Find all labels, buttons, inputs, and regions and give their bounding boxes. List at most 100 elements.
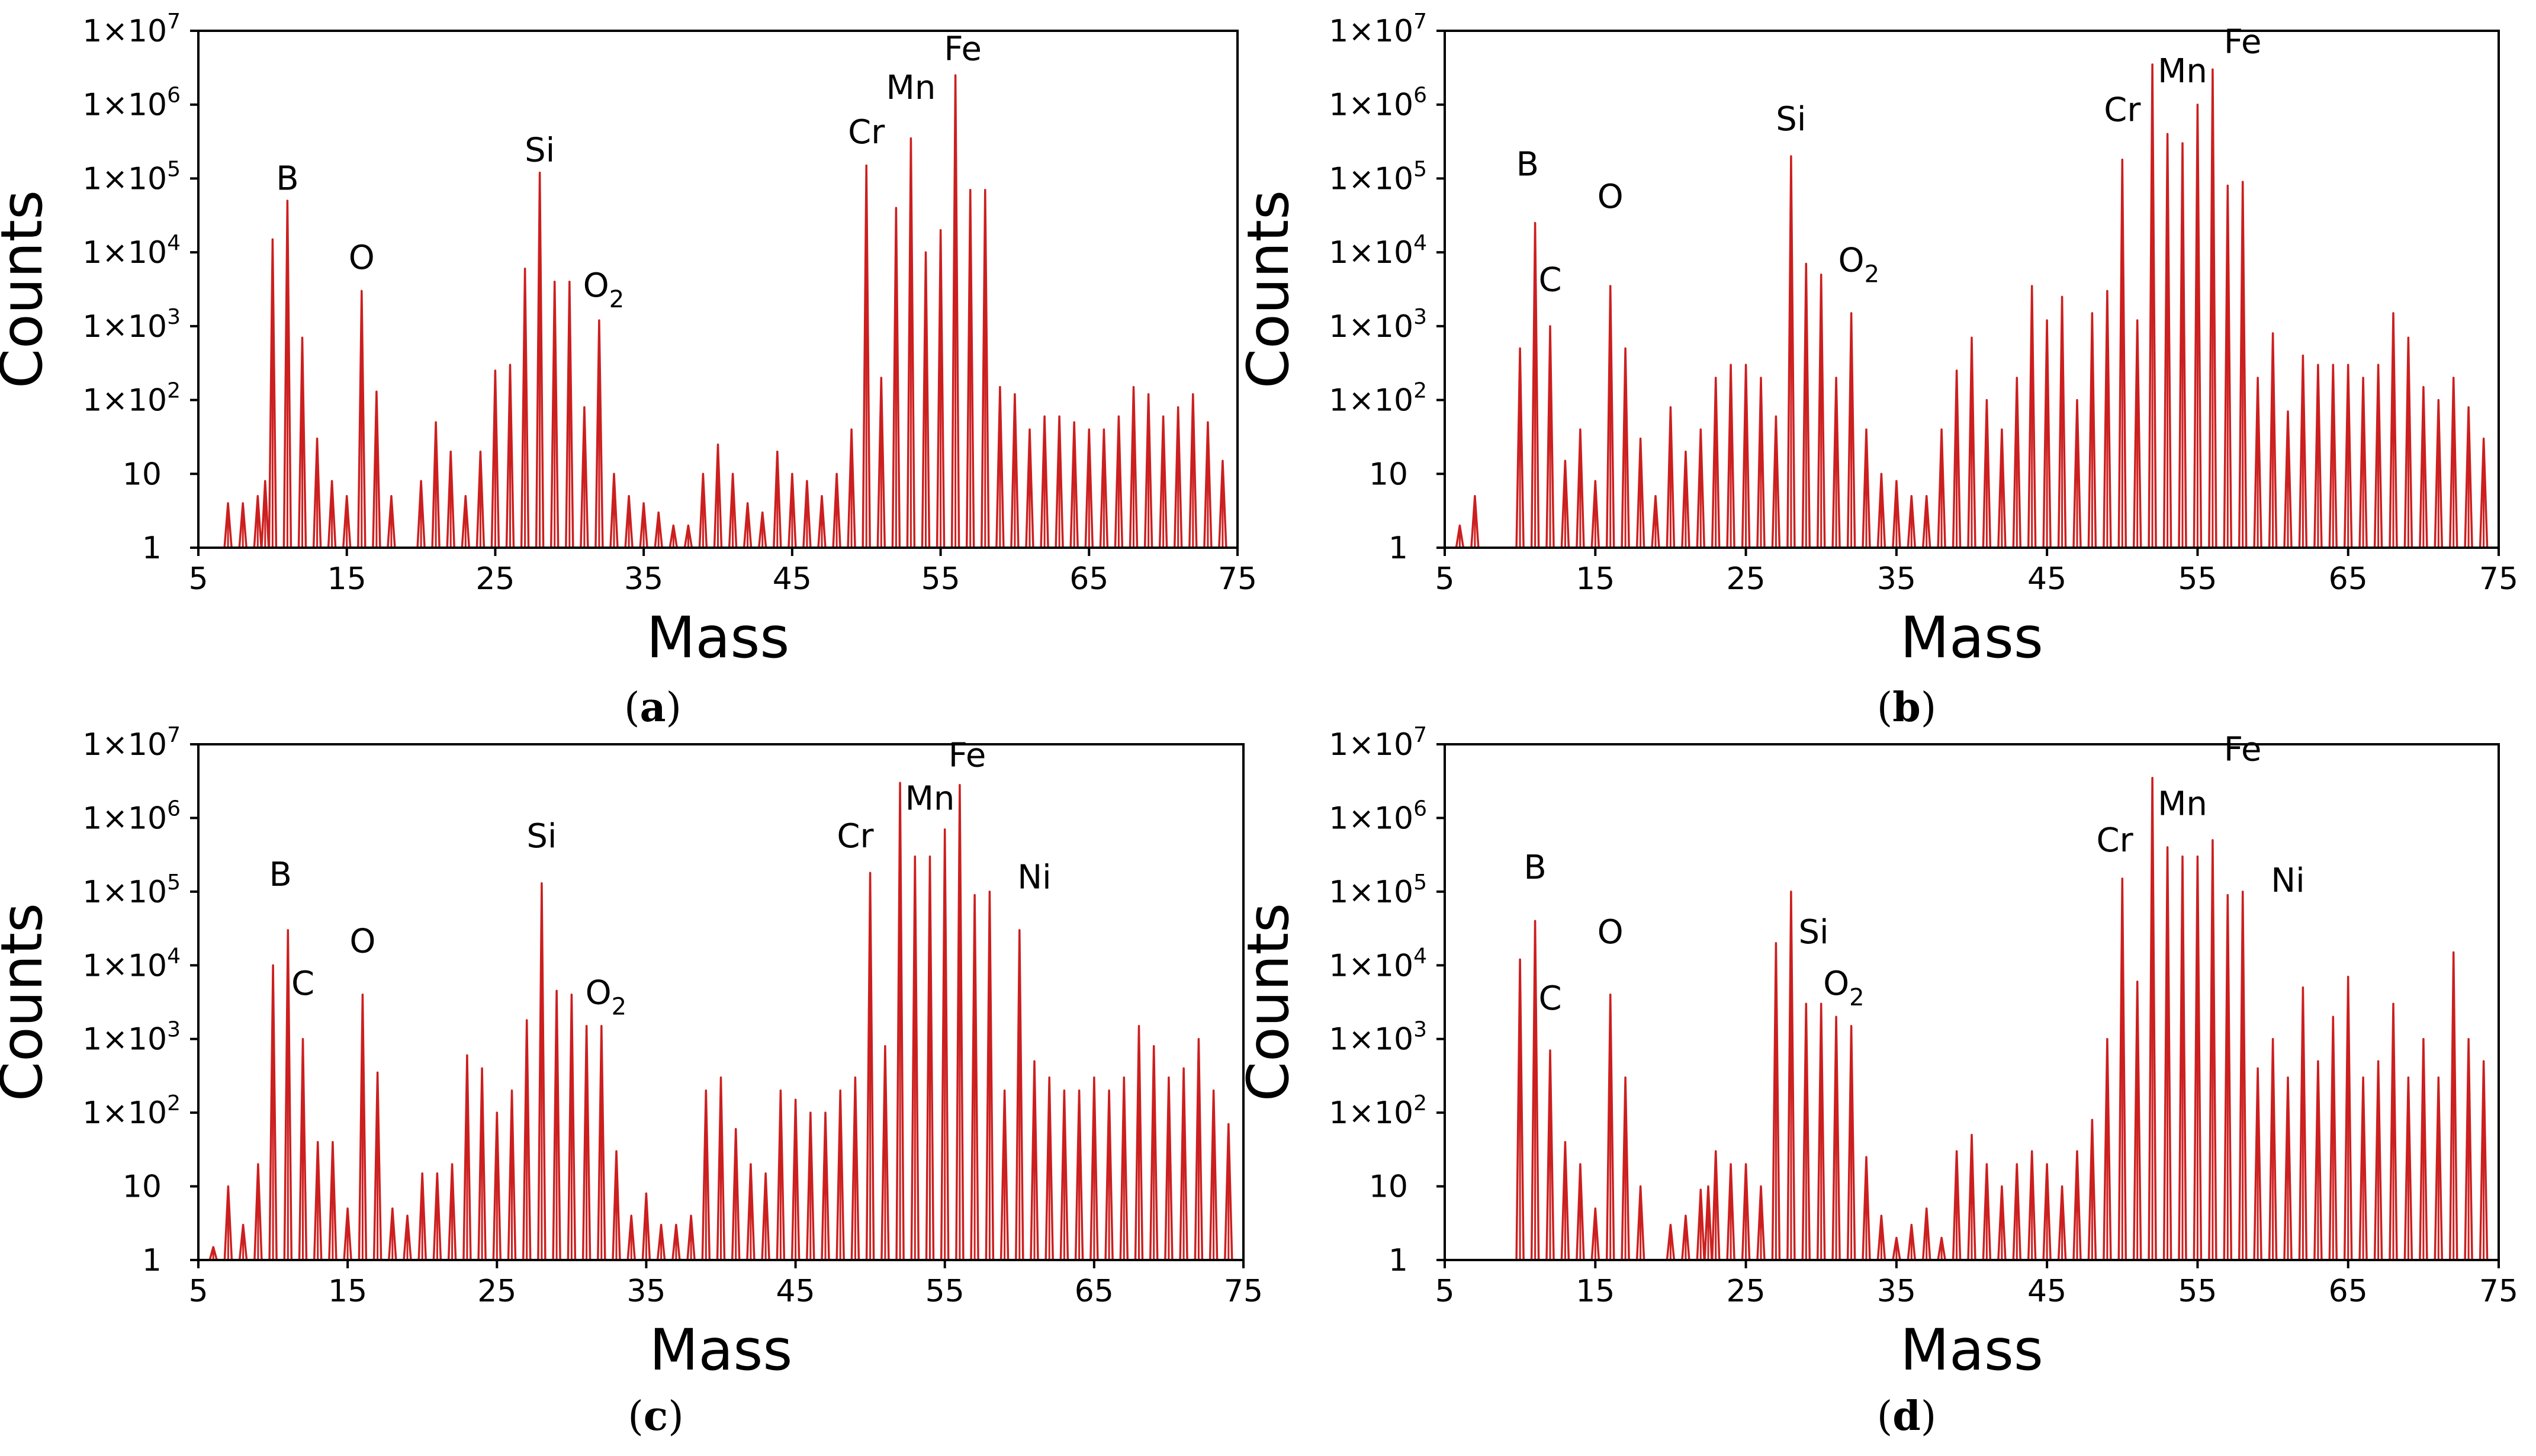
peak-label: B bbox=[1523, 848, 1546, 887]
x-tick-label: 75 bbox=[1224, 1274, 1263, 1309]
y-tick-label: 1×106 bbox=[82, 83, 181, 123]
panel-b: 5 15 25 35 45 55 65 75 1 10 1×102 1×103 1×104 1×105 1×… bbox=[1235, 9, 2518, 731]
x-tick-label: 45 bbox=[773, 561, 812, 597]
x-tick-label: 75 bbox=[2479, 561, 2518, 597]
y-tick-label: 1×107 bbox=[1329, 9, 1427, 49]
x-tick-label: 5 bbox=[188, 1274, 208, 1309]
y-tick-label: 1×102 bbox=[82, 1091, 181, 1131]
peak-label: O bbox=[349, 922, 375, 960]
x-tick-label: 35 bbox=[624, 561, 663, 597]
x-tick-label: 5 bbox=[188, 561, 208, 597]
peak-label: Ni bbox=[1017, 859, 1051, 897]
peak-label: C bbox=[1538, 261, 1561, 299]
peak-label: B bbox=[276, 160, 298, 198]
y-tick-label: 1×103 bbox=[1329, 305, 1427, 345]
peak-label: B bbox=[269, 856, 291, 894]
peak-label: O bbox=[1598, 913, 1624, 952]
peak-label: O2 bbox=[583, 266, 625, 313]
y-tick-label: 1×106 bbox=[1329, 83, 1427, 123]
y-tick-label: 1×102 bbox=[1329, 379, 1427, 419]
y-tick-label: 1×104 bbox=[82, 944, 181, 983]
y-tick-label: 1×104 bbox=[1329, 231, 1427, 271]
panel-d: 5 15 25 35 45 55 65 75 1 10 1×102 1×103 1×104 1×105 1×… bbox=[1235, 723, 2518, 1440]
panel-caption: (d) bbox=[1877, 1393, 1937, 1440]
y-tick-label: 1×105 bbox=[82, 157, 181, 197]
y-tick-label: 1×103 bbox=[82, 1018, 181, 1058]
x-tick-label: 55 bbox=[2178, 1274, 2217, 1309]
y-tick-label: 1×103 bbox=[1329, 1018, 1427, 1058]
panel-caption: (c) bbox=[628, 1393, 683, 1440]
x-tick-label: 25 bbox=[477, 1274, 516, 1309]
peak-label: Mn bbox=[2158, 785, 2207, 823]
x-tick-label: 35 bbox=[1877, 1274, 1916, 1309]
peak-label: O2 bbox=[1823, 965, 1865, 1011]
x-tick-label: 25 bbox=[1726, 561, 1765, 597]
x-tick-label: 15 bbox=[1576, 1274, 1615, 1309]
y-axis-title: Counts bbox=[0, 903, 55, 1101]
peak-label: O2 bbox=[586, 973, 627, 1020]
y-tick-label: 1×103 bbox=[82, 305, 181, 345]
peak-label: Fe bbox=[949, 736, 986, 774]
plot-frame bbox=[197, 30, 1239, 549]
peak-label: Mn bbox=[905, 779, 955, 818]
x-tick-label: 25 bbox=[1726, 1274, 1765, 1309]
panel-c: 5 15 25 35 45 55 65 75 1 10 1×102 1×103 1×104 1×105 1×… bbox=[0, 723, 1263, 1440]
y-tick-label: 10 bbox=[1369, 1169, 1408, 1205]
y-tick-label: 1 bbox=[142, 1243, 162, 1278]
peak-label: Si bbox=[1798, 913, 1828, 952]
peak-label: Si bbox=[1776, 100, 1806, 139]
x-tick-label: 5 bbox=[1435, 561, 1454, 597]
y-tick-label: 1 bbox=[1388, 1243, 1408, 1278]
x-tick-label: 15 bbox=[327, 561, 367, 597]
peak-label: Fe bbox=[2224, 23, 2262, 62]
peak-label: Ni bbox=[2271, 862, 2304, 900]
x-tick-label: 55 bbox=[925, 1274, 965, 1309]
y-tick-label: 1 bbox=[142, 531, 162, 566]
y-tick-label: 1×105 bbox=[82, 870, 181, 910]
y-tick-label: 1×102 bbox=[1329, 1091, 1427, 1131]
y-tick-label: 1×105 bbox=[1329, 870, 1427, 910]
y-tick-label: 1×106 bbox=[82, 796, 181, 836]
x-tick-label: 35 bbox=[1877, 561, 1916, 597]
y-tick-label: 1 bbox=[1388, 531, 1408, 566]
panel-caption: (a) bbox=[624, 684, 682, 731]
y-tick-label: 1×106 bbox=[1329, 796, 1427, 836]
panel-caption: (b) bbox=[1877, 684, 1937, 731]
peak-label: B bbox=[1516, 145, 1539, 184]
y-tick-label: 10 bbox=[123, 1169, 162, 1205]
peak-label: Fe bbox=[944, 30, 982, 69]
plot-frame bbox=[1444, 30, 2500, 549]
y-tick-label: 10 bbox=[1369, 457, 1408, 492]
y-tick-label: 1×107 bbox=[82, 9, 181, 49]
peak-label: C bbox=[291, 965, 314, 1003]
peak-label: Cr bbox=[2104, 91, 2141, 129]
y-tick-label: 1×105 bbox=[1329, 157, 1427, 197]
x-tick-label: 75 bbox=[2479, 1274, 2518, 1309]
x-axis-title: Mass bbox=[1900, 605, 2043, 671]
x-tick-label: 65 bbox=[1075, 1274, 1114, 1309]
peak-label: Mn bbox=[886, 69, 936, 107]
y-tick-label: 1×102 bbox=[82, 379, 181, 419]
x-tick-label: 15 bbox=[328, 1274, 367, 1309]
peak-label: Cr bbox=[2097, 821, 2134, 860]
peak-label: Mn bbox=[2158, 52, 2207, 91]
x-tick-label: 45 bbox=[2027, 561, 2066, 597]
x-axis-title: Mass bbox=[1900, 1317, 2043, 1383]
peak-label: Si bbox=[526, 817, 557, 856]
x-tick-label: 65 bbox=[2329, 561, 2368, 597]
peak-label: Cr bbox=[848, 113, 885, 152]
plot-frame bbox=[1444, 743, 2500, 1261]
y-tick-label: 1×104 bbox=[82, 231, 181, 271]
y-tick-label: 1×107 bbox=[82, 723, 181, 763]
peak-label: Fe bbox=[2224, 731, 2262, 769]
y-axis-title: Counts bbox=[1235, 190, 1301, 388]
peak-label: C bbox=[1538, 979, 1561, 1018]
peak-label: Cr bbox=[837, 817, 874, 856]
x-tick-label: 55 bbox=[2178, 561, 2217, 597]
peak-label: O bbox=[1598, 178, 1624, 216]
plot-frame bbox=[197, 743, 1245, 1261]
y-axis-title: Counts bbox=[0, 190, 55, 388]
y-tick-label: 10 bbox=[123, 457, 162, 492]
x-tick-label: 5 bbox=[1435, 1274, 1454, 1309]
